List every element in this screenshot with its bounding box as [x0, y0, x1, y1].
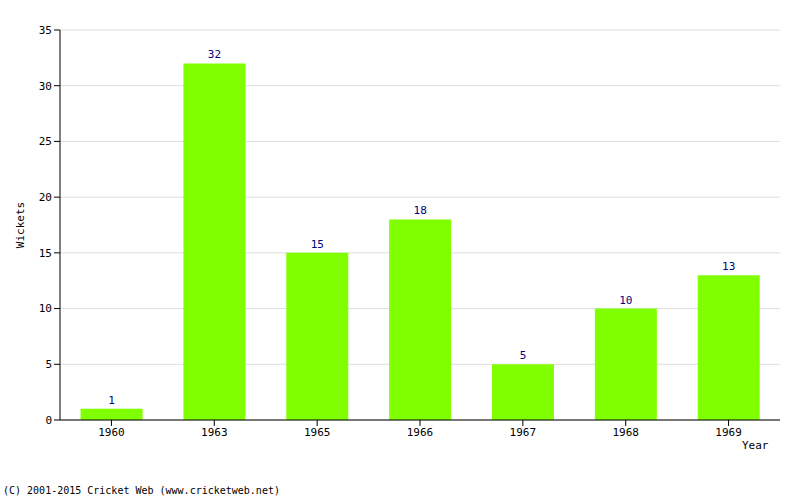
svg-text:10: 10	[39, 302, 52, 315]
html-text:Year: Year	[742, 439, 769, 452]
svg-text:Wickets: Wickets	[14, 202, 27, 248]
svg-text:15: 15	[39, 247, 52, 260]
svg-text:1960: 1960	[98, 426, 125, 439]
svg-text:15: 15	[311, 238, 324, 251]
svg-text:1: 1	[108, 394, 115, 407]
svg-text:5: 5	[45, 358, 52, 371]
svg-text:5: 5	[520, 349, 527, 362]
svg-text:13: 13	[722, 260, 735, 273]
svg-text:1966: 1966	[407, 426, 434, 439]
svg-text:10: 10	[619, 294, 632, 307]
svg-text:0: 0	[45, 414, 52, 427]
svg-text:20: 20	[39, 191, 52, 204]
svg-text:1963: 1963	[201, 426, 228, 439]
svg-text:30: 30	[39, 80, 52, 93]
svg-text:1969: 1969	[715, 426, 742, 439]
html-text:(C) 2001-2015 Cricket Web (www: (C) 2001-2015 Cricket Web (www.cricketwe…	[3, 485, 280, 496]
svg-text:25: 25	[39, 135, 52, 148]
svg-text:1968: 1968	[612, 426, 639, 439]
svg-text:18: 18	[414, 204, 427, 217]
svg-text:1965: 1965	[304, 426, 331, 439]
svg-text:35: 35	[39, 24, 52, 37]
svg-text:32: 32	[208, 48, 221, 61]
svg-text:1967: 1967	[510, 426, 537, 439]
